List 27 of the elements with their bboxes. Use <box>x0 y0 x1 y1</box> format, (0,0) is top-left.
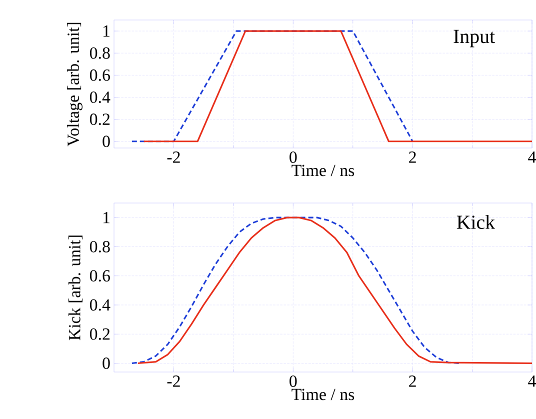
y-axis-title: Voltage [arb. unit] <box>67 22 82 146</box>
y-tick-label: 0.4 <box>90 299 110 311</box>
x-tick-label: -2 <box>167 152 180 163</box>
x-tick-label: 2 <box>409 376 416 387</box>
y-tick-label: 0.4 <box>90 91 110 103</box>
y-tick-label: 1 <box>104 25 110 37</box>
x-axis-title: Time / ns <box>292 388 354 400</box>
x-tick-label: 0 <box>290 152 297 163</box>
x-tick-label: -2 <box>167 376 180 387</box>
y-tick-label: 0.8 <box>90 47 110 59</box>
y-tick-label: 0.2 <box>90 328 110 340</box>
x-tick-label: 4 <box>528 376 536 387</box>
y-tick-label: 0.8 <box>90 240 110 252</box>
y-tick-label: 0.6 <box>90 69 110 81</box>
annotation: Kick <box>456 214 496 229</box>
line-series <box>137 216 532 364</box>
y-tick-label: 0 <box>102 358 110 369</box>
y-tick-label: 0 <box>102 136 110 148</box>
y-tick-label: 0.6 <box>90 270 110 282</box>
y-tick-label: 0.2 <box>90 114 110 126</box>
y-axis-title: Kick [arb. unit] <box>68 236 82 340</box>
x-tick-label: 4 <box>528 152 536 163</box>
x-axis-title: Time / ns <box>292 164 354 176</box>
annotation: Input <box>454 30 495 48</box>
y-tick-label: 1 <box>104 212 110 224</box>
x-tick-label: 2 <box>409 152 416 163</box>
x-tick-label: 0 <box>290 376 297 387</box>
